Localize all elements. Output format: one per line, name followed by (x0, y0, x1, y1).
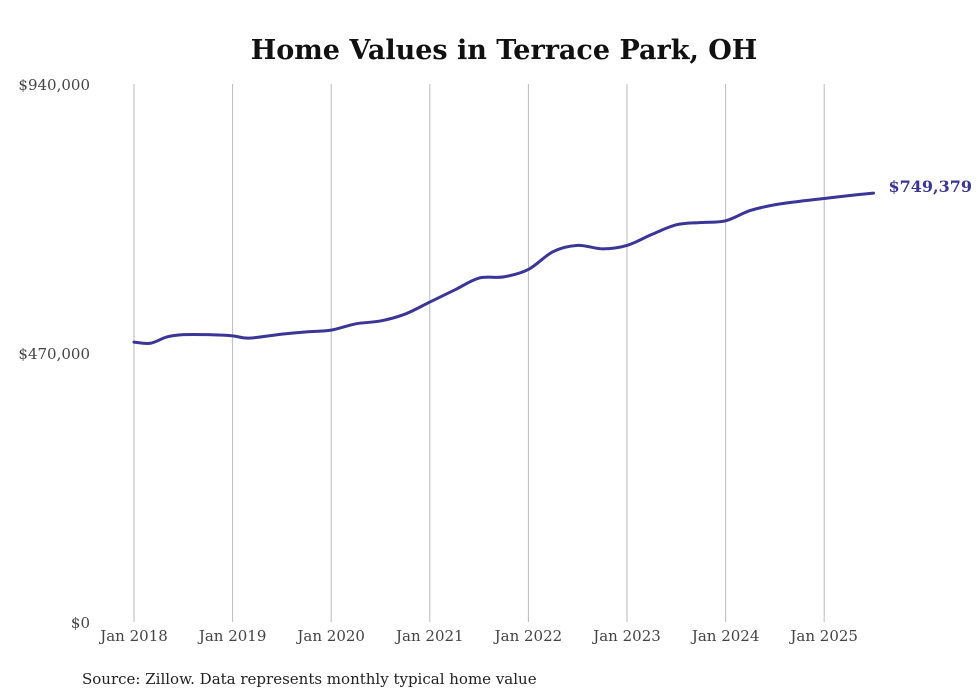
x-tick-label: Jan 2019 (197, 627, 267, 645)
end-value-label: $749,379 (889, 177, 973, 196)
chart-title: Home Values in Terrace Park, OH (251, 35, 758, 66)
y-tick-label: $940,000 (18, 76, 90, 94)
y-tick-label: $470,000 (18, 345, 90, 363)
x-tick-label: Jan 2018 (98, 627, 168, 645)
series-line (132, 191, 875, 345)
x-tick-label: Jan 2025 (788, 627, 858, 645)
x-tick-label: Jan 2022 (493, 627, 563, 645)
source-note: Source: Zillow. Data represents monthly … (82, 670, 537, 688)
x-tick-label: Jan 2024 (690, 627, 760, 645)
y-tick-label: $0 (71, 614, 90, 632)
x-tick-label: Jan 2023 (591, 627, 661, 645)
x-tick-label: Jan 2020 (295, 627, 365, 645)
x-tick-label: Jan 2021 (394, 627, 464, 645)
